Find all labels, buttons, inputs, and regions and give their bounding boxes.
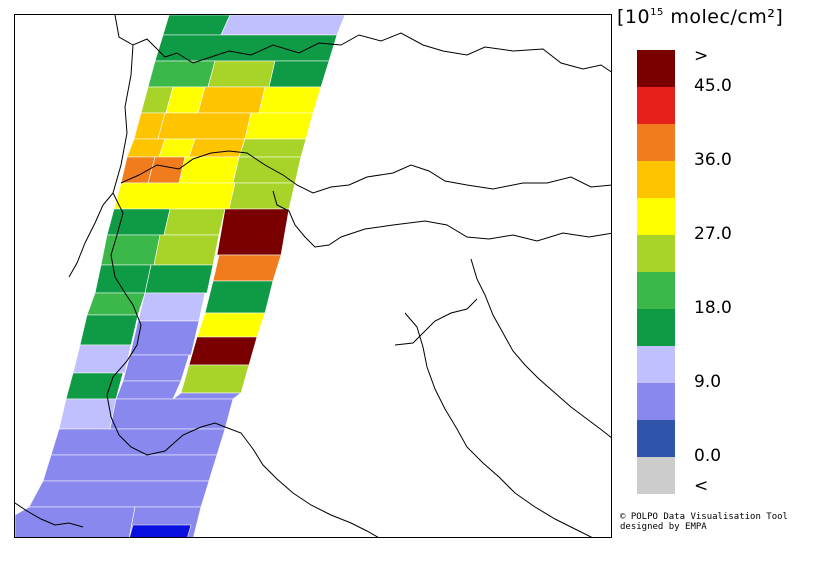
swath-pixel — [212, 254, 282, 282]
swath-pixel — [220, 15, 346, 36]
legend-tick-label: 27.0 — [694, 224, 732, 244]
swath-pixel — [188, 138, 246, 158]
swath-pixel — [216, 208, 290, 256]
satellite-swath — [15, 15, 346, 537]
swath-pixel — [100, 234, 161, 266]
swath-pixel — [207, 60, 276, 88]
legend-swatch — [637, 272, 675, 309]
swath-pixel — [94, 264, 152, 294]
swath-pixel — [228, 182, 296, 210]
swath-pixel — [79, 314, 139, 346]
swath-pixel — [178, 156, 240, 184]
swath-pixel — [144, 264, 214, 294]
legend-title: [1015 molec/cm²] — [617, 6, 784, 28]
swath-pixel — [109, 398, 234, 430]
swath-pixel — [106, 208, 171, 236]
legend-swatch — [637, 383, 675, 420]
legend-swatch — [637, 161, 675, 198]
swath-pixel — [126, 138, 166, 158]
swath-pixel — [153, 234, 220, 266]
swath-pixel — [204, 280, 274, 314]
swath-pixel — [72, 344, 132, 374]
swath-pixel — [147, 60, 216, 88]
swath-pixel — [42, 454, 218, 482]
swath-pixel — [28, 480, 210, 508]
swath-pixel — [86, 292, 146, 316]
legend-swatch — [637, 124, 675, 161]
legend-swatch — [637, 87, 675, 124]
swath-pixel — [172, 392, 242, 400]
swath-pixel — [163, 208, 226, 236]
coast-liguria — [224, 426, 379, 537]
swath-pixel — [244, 112, 314, 140]
swath-pixel — [50, 428, 226, 456]
coast-adriatic — [470, 258, 611, 439]
country-borders — [15, 15, 611, 537]
credits-line-2: designed by EMPA — [620, 522, 707, 532]
swath-pixel — [258, 86, 322, 114]
legend-swatch — [637, 457, 675, 494]
legend-swatch — [637, 235, 675, 272]
legend-tick-label: 45.0 — [694, 76, 732, 96]
swath-pixel — [157, 112, 252, 140]
swath-pixel — [115, 380, 182, 400]
legend-swatch — [637, 309, 675, 346]
map-panel[interactable] — [14, 14, 612, 538]
legend-colorbar — [637, 50, 675, 494]
credits: © POLPO Data Visualisation Tool designed… — [620, 512, 788, 532]
swath-pixel — [196, 312, 266, 338]
swath-pixel — [129, 524, 192, 537]
swath-pixel — [113, 182, 236, 210]
swath-pixel — [180, 364, 250, 394]
border-south-alps — [272, 190, 611, 248]
border-alps — [120, 150, 611, 194]
legend-title-base: 10 — [624, 6, 651, 28]
legend-title-unit: molec/cm² — [670, 6, 776, 28]
swath-pixel — [129, 320, 200, 356]
coast-france-south — [15, 502, 84, 528]
swath-pixel — [188, 336, 258, 366]
swath-pixel — [197, 86, 266, 114]
legend-title-exponent: 15 — [650, 7, 664, 18]
map-canvas — [15, 15, 611, 537]
credits-line-1: © POLPO Data Visualisation Tool — [620, 512, 788, 522]
legend-swatch — [637, 198, 675, 235]
swath-pixel — [162, 15, 231, 36]
legend-tick-label: 0.0 — [694, 446, 722, 466]
legend-swatch — [637, 420, 675, 457]
swath-pixel — [137, 292, 206, 322]
coast-venice — [394, 298, 478, 346]
swath-pixel — [15, 506, 136, 537]
legend-tick-label: 36.0 — [694, 150, 732, 170]
legend-tick-label: 18.0 — [694, 298, 732, 318]
swath-pixel — [268, 60, 330, 88]
legend-tick-label: < — [694, 476, 709, 496]
legend-swatch — [637, 50, 675, 87]
legend-swatch — [637, 346, 675, 383]
swath-pixel — [65, 372, 124, 400]
swath-pixel — [122, 354, 190, 382]
border-france-italy — [106, 192, 226, 456]
swath-pixel — [232, 156, 302, 184]
border-north — [114, 15, 611, 73]
coast-italy-east — [404, 312, 593, 537]
swath-pixel — [58, 398, 117, 430]
legend-tick-label: > — [694, 46, 709, 66]
legend-tick-label: 9.0 — [694, 372, 722, 392]
